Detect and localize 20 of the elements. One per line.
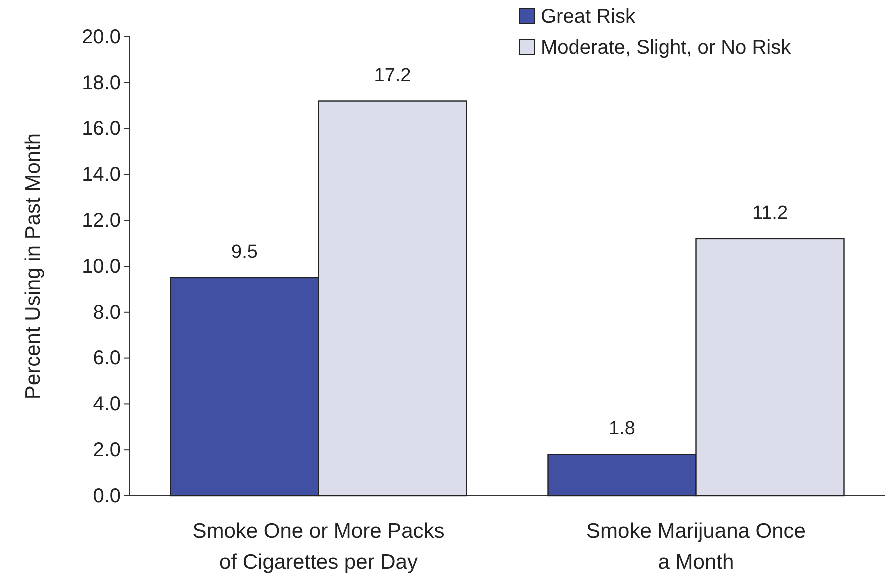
x-tick-label: Smoke One or More Packs of Cigarettes per Day — [192, 520, 445, 574]
y-tick-label: 12.0 — [82, 210, 121, 232]
y-tick-label: 20.0 — [82, 26, 121, 48]
data-label: 17.2 — [374, 65, 412, 86]
legend-label: Great Risk — [541, 6, 636, 28]
y-tick-label: 0.0 — [93, 485, 121, 508]
y-tick-label: 2.0 — [93, 440, 121, 462]
y-tick-label: 10.0 — [82, 256, 121, 278]
legend-label: Moderate, Slight, or No Risk — [541, 37, 792, 59]
data-label: 11.2 — [752, 202, 788, 224]
data-label: 9.5 — [232, 242, 258, 263]
x-tick-label: Smoke Marijuana Once a Month — [586, 520, 806, 574]
y-tick-label: 8.0 — [93, 302, 121, 324]
y-tick-label: 4.0 — [93, 394, 121, 416]
y-tick-label: 14.0 — [82, 164, 121, 186]
y-tick-label: 18.0 — [82, 72, 121, 94]
y-tick-label: 6.0 — [93, 348, 121, 370]
y-tick-label: 16.0 — [82, 118, 121, 140]
data-label: 1.8 — [609, 418, 636, 440]
y-axis-title: Percent Using in Past Month — [22, 133, 45, 400]
